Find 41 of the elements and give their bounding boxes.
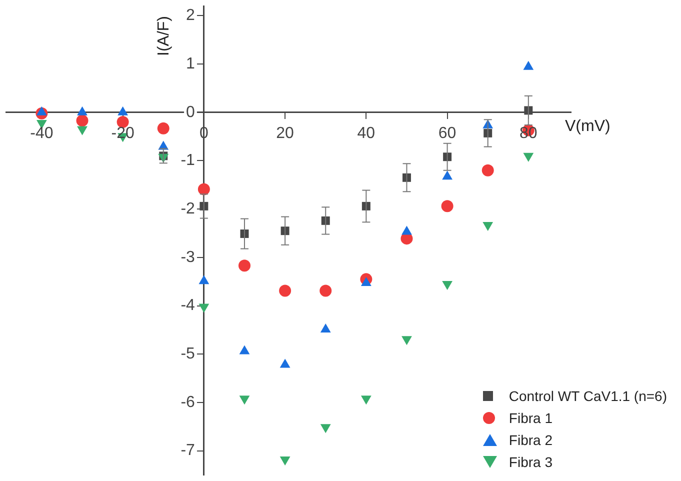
point bbox=[402, 336, 412, 346]
x-axis-title: V(mV) bbox=[565, 118, 610, 135]
x-tick-label: -40 bbox=[30, 124, 54, 142]
point bbox=[442, 281, 452, 290]
y-tick-label: -3 bbox=[180, 248, 196, 266]
y-tick-label: 1 bbox=[186, 55, 196, 72]
point bbox=[36, 106, 47, 116]
point bbox=[157, 122, 170, 134]
x-tick-label: 20 bbox=[276, 124, 294, 142]
y-tick-label: -5 bbox=[180, 346, 196, 363]
point bbox=[442, 170, 452, 180]
x-tick-label: 40 bbox=[357, 124, 376, 142]
point bbox=[441, 200, 454, 212]
point bbox=[198, 183, 210, 196]
y-tick-label: -4 bbox=[180, 297, 196, 314]
point bbox=[523, 60, 534, 70]
point bbox=[482, 164, 494, 176]
point bbox=[118, 106, 128, 116]
legend-label: Control WT CaV1.1 (n=6) bbox=[508, 388, 667, 404]
point bbox=[360, 396, 372, 405]
point bbox=[280, 456, 290, 466]
point bbox=[320, 424, 331, 434]
x-tick-label: 60 bbox=[438, 124, 456, 142]
point bbox=[238, 260, 250, 272]
legend-label: Fibra 3 bbox=[508, 454, 552, 470]
y-tick-label: -2 bbox=[180, 200, 196, 218]
y-axis-title: I(A/F) bbox=[155, 16, 172, 56]
y-tick-label: -1 bbox=[180, 152, 196, 170]
y-tick-label: 0 bbox=[186, 104, 196, 121]
point bbox=[198, 304, 210, 313]
y-tick-label: -7 bbox=[180, 442, 196, 460]
x-tick-label: -20 bbox=[111, 124, 134, 142]
point bbox=[77, 106, 88, 116]
y-tick-label: 2 bbox=[186, 7, 196, 24]
point bbox=[239, 396, 250, 405]
legend-label: Fibra 1 bbox=[508, 410, 552, 426]
point bbox=[76, 114, 88, 127]
point bbox=[279, 284, 292, 297]
legend-label: Fibra 2 bbox=[508, 432, 552, 448]
y-tick-label: -6 bbox=[180, 394, 196, 411]
point bbox=[320, 284, 332, 297]
